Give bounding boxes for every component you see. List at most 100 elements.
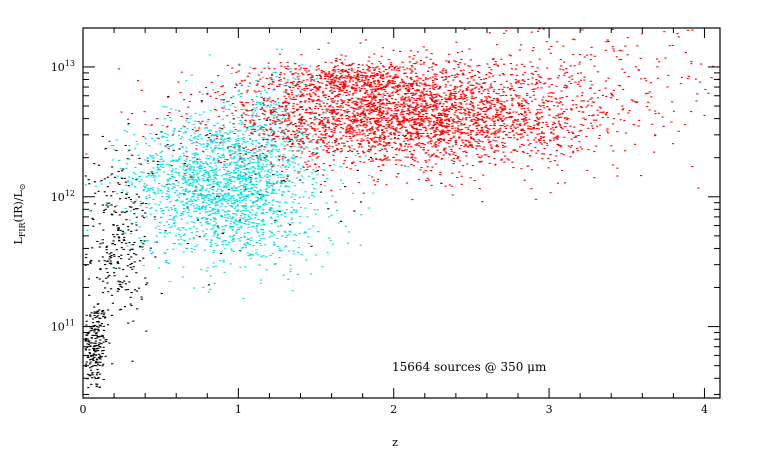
scatter-point bbox=[238, 182, 241, 184]
scatter-point bbox=[206, 221, 209, 223]
scatter-point bbox=[109, 262, 113, 264]
scatter-point bbox=[265, 256, 268, 258]
scatter-point bbox=[142, 190, 145, 192]
scatter-point bbox=[196, 166, 199, 168]
scatter-point bbox=[478, 76, 481, 78]
scatter-point bbox=[268, 128, 271, 130]
scatter-point bbox=[279, 80, 282, 82]
scatter-point bbox=[265, 156, 268, 158]
scatter-point bbox=[340, 109, 343, 111]
scatter-point bbox=[111, 214, 114, 216]
scatter-point bbox=[89, 355, 92, 357]
scatter-point bbox=[156, 160, 159, 162]
scatter-point bbox=[353, 210, 356, 212]
scatter-point bbox=[543, 148, 546, 150]
scatter-point bbox=[271, 129, 274, 131]
scatter-point bbox=[344, 186, 347, 188]
scatter-point bbox=[86, 355, 89, 357]
scatter-point bbox=[263, 158, 266, 160]
scatter-point bbox=[314, 133, 317, 135]
scatter-point bbox=[330, 98, 333, 100]
scatter-point bbox=[450, 150, 453, 152]
scatter-point bbox=[283, 141, 286, 143]
scatter-point bbox=[425, 135, 428, 137]
scatter-point bbox=[179, 186, 182, 188]
scatter-point bbox=[492, 133, 496, 135]
scatter-point bbox=[327, 78, 330, 80]
scatter-point bbox=[262, 133, 265, 135]
scatter-point bbox=[460, 58, 463, 60]
scatter-point bbox=[91, 374, 94, 376]
scatter-point bbox=[454, 127, 457, 129]
scatter-point bbox=[352, 116, 355, 118]
scatter-point bbox=[281, 156, 284, 158]
scatter-point bbox=[302, 119, 305, 121]
scatter-point bbox=[173, 129, 176, 131]
scatter-point bbox=[257, 206, 260, 208]
scatter-point bbox=[200, 224, 204, 226]
scatter-point bbox=[243, 190, 246, 192]
scatter-point bbox=[484, 96, 487, 98]
scatter-point bbox=[484, 136, 487, 138]
scatter-point bbox=[130, 262, 133, 264]
scatter-point bbox=[269, 182, 272, 184]
scatter-point bbox=[243, 163, 246, 165]
scatter-point bbox=[268, 135, 271, 137]
scatter-point bbox=[234, 219, 238, 221]
scatter-point bbox=[314, 213, 317, 215]
scatter-point bbox=[375, 158, 378, 160]
scatter-point bbox=[335, 148, 339, 150]
scatter-point bbox=[209, 109, 212, 111]
scatter-point bbox=[124, 184, 127, 186]
scatter-point bbox=[299, 215, 302, 217]
scatter-point bbox=[541, 158, 544, 160]
scatter-point bbox=[368, 151, 371, 153]
scatter-point bbox=[170, 108, 173, 110]
scatter-point bbox=[179, 236, 182, 238]
scatter-point bbox=[457, 109, 460, 111]
scatter-point bbox=[139, 245, 142, 247]
scatter-point bbox=[283, 191, 286, 193]
scatter-point bbox=[170, 174, 173, 176]
scatter-point bbox=[353, 130, 356, 132]
scatter-point bbox=[304, 207, 307, 209]
scatter-point bbox=[103, 191, 106, 193]
scatter-point bbox=[138, 163, 141, 165]
scatter-point bbox=[396, 86, 399, 88]
scatter-point bbox=[370, 86, 374, 88]
scatter-point bbox=[116, 261, 119, 263]
scatter-point bbox=[436, 117, 439, 119]
scatter-point bbox=[164, 133, 167, 135]
scatter-point bbox=[285, 209, 288, 211]
scatter-point bbox=[383, 138, 386, 140]
scatter-point bbox=[213, 138, 216, 140]
scatter-point bbox=[475, 132, 478, 134]
scatter-point bbox=[379, 71, 382, 73]
scatter-point bbox=[258, 149, 261, 151]
scatter-point bbox=[258, 149, 261, 151]
scatter-point bbox=[243, 124, 246, 126]
scatter-point bbox=[254, 215, 257, 217]
scatter-point bbox=[409, 151, 412, 153]
scatter-point bbox=[274, 145, 277, 147]
scatter-point bbox=[240, 115, 243, 117]
scatter-point bbox=[359, 74, 362, 76]
scatter-point bbox=[377, 178, 380, 180]
scatter-point bbox=[90, 366, 93, 368]
scatter-point bbox=[518, 124, 521, 126]
scatter-point bbox=[193, 287, 196, 289]
scatter-point bbox=[300, 140, 303, 142]
scatter-point bbox=[216, 188, 220, 190]
scatter-point bbox=[445, 99, 448, 101]
scatter-point bbox=[250, 193, 253, 195]
scatter-point bbox=[236, 163, 239, 165]
scatter-point bbox=[227, 146, 230, 148]
scatter-point bbox=[278, 105, 281, 107]
scatter-point bbox=[120, 192, 123, 194]
scatter-point bbox=[263, 175, 266, 177]
scatter-point bbox=[220, 142, 223, 144]
scatter-point bbox=[127, 150, 130, 152]
scatter-point bbox=[239, 158, 242, 160]
scatter-point bbox=[175, 211, 178, 213]
scatter-point bbox=[205, 270, 208, 272]
